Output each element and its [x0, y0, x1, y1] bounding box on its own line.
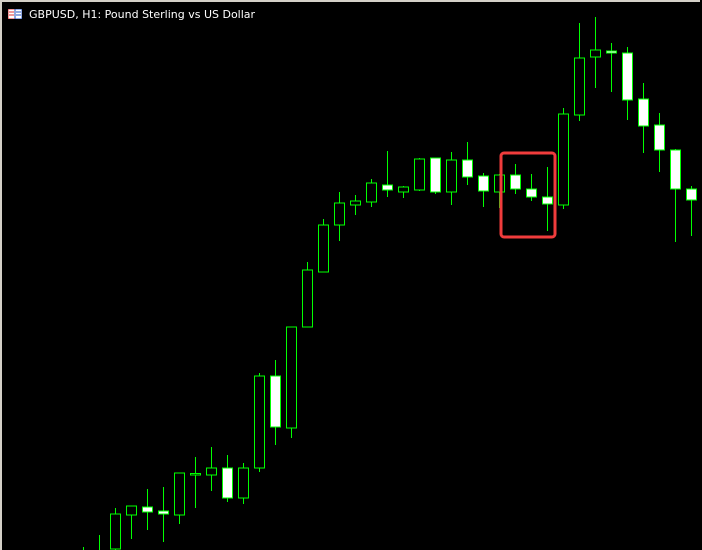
bearish-candle: [382, 184, 393, 191]
bearish-candle: [270, 375, 281, 428]
bullish-candle: [318, 224, 329, 273]
bullish-candle: [558, 113, 569, 206]
bearish-candle: [638, 98, 649, 127]
bearish-candle: [222, 467, 233, 499]
chart-title: GBPUSD, H1: Pound Sterling vs US Dollar: [29, 7, 256, 21]
bearish-candle: [670, 149, 681, 190]
bullish-candle: [126, 505, 137, 516]
bullish-candle: [414, 158, 425, 191]
bearish-candle: [158, 510, 169, 515]
bullish-candle: [238, 467, 249, 499]
bearish-candle: [542, 196, 553, 205]
bullish-candle: [350, 200, 361, 206]
bearish-candle: [686, 188, 697, 201]
bullish-candle: [174, 472, 185, 516]
bullish-candle: [254, 375, 265, 469]
bullish-candle: [206, 467, 217, 476]
bullish-candle: [190, 473, 201, 476]
bullish-candle: [366, 182, 377, 203]
bullish-candle: [574, 57, 585, 116]
bearish-candle: [430, 157, 441, 193]
currency-pair-flag-icon: [8, 9, 22, 19]
bearish-candle: [654, 124, 665, 151]
bullish-candle: [302, 269, 313, 328]
bullish-candle: [446, 159, 457, 193]
bullish-candle: [590, 49, 601, 58]
bearish-candle: [510, 174, 521, 190]
bearish-candle: [622, 52, 633, 101]
bearish-candle: [526, 188, 537, 198]
bearish-candle: [462, 159, 473, 178]
chart-title-bar: GBPUSD, H1: Pound Sterling vs US Dollar: [8, 6, 255, 22]
bearish-candle: [606, 50, 617, 54]
bullish-candle: [286, 326, 297, 429]
bullish-candle: [110, 513, 121, 550]
highlight-box: [499, 151, 557, 239]
bullish-candle: [398, 186, 409, 193]
bearish-candle: [478, 175, 489, 192]
bearish-candle: [142, 506, 153, 513]
bullish-candle: [334, 202, 345, 226]
